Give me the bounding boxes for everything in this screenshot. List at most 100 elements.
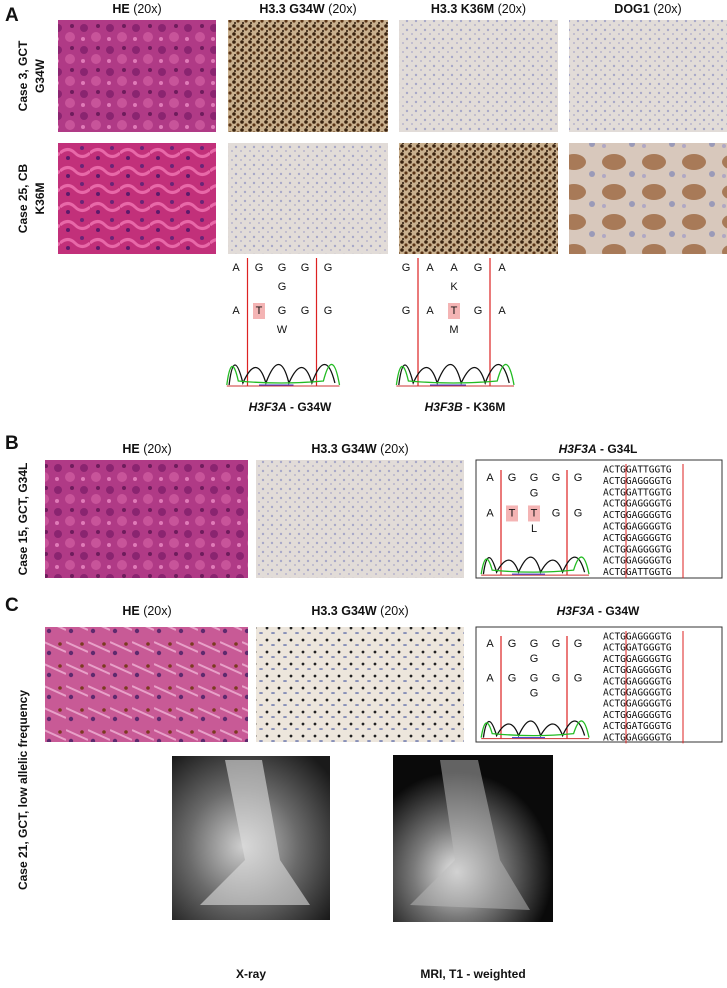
chromatogram-trace bbox=[226, 363, 341, 386]
column-header: HE (20x) bbox=[112, 2, 161, 16]
micrograph bbox=[228, 143, 388, 254]
read: ACTGGATTGGTG bbox=[603, 567, 672, 578]
reference-base: A bbox=[486, 472, 494, 484]
magnification: (20x) bbox=[380, 604, 408, 618]
reference-base: G bbox=[324, 262, 333, 274]
reference-alt: K bbox=[450, 281, 458, 293]
read: ACTGGAGGGGTG bbox=[603, 522, 672, 533]
box-title: H3F3A - G34W bbox=[557, 604, 640, 618]
micrograph bbox=[399, 20, 558, 132]
chromatogram-trace bbox=[395, 363, 515, 386]
reference-base: A bbox=[450, 262, 458, 274]
reference-base: G bbox=[530, 472, 539, 484]
sample-base: G bbox=[278, 305, 287, 317]
magnification: (20x) bbox=[143, 442, 171, 456]
mutation: - G34W bbox=[598, 604, 640, 618]
column-header: HE (20x) bbox=[122, 442, 171, 456]
sample-base: G bbox=[552, 507, 561, 519]
magnification: (20x) bbox=[653, 2, 681, 16]
reference-base: G bbox=[255, 262, 264, 274]
chromatogram-trace bbox=[228, 363, 336, 386]
row-label: G34W bbox=[33, 58, 47, 93]
sequence-box bbox=[475, 459, 723, 579]
reference-base: G bbox=[574, 638, 583, 650]
sample-alt: L bbox=[531, 523, 537, 535]
case-label: Case 15, GCT, G34L bbox=[16, 463, 30, 576]
column-header: HE (20x) bbox=[122, 604, 171, 618]
magnification: (20x) bbox=[380, 442, 408, 456]
reference-alt: G bbox=[278, 281, 287, 293]
stain: HE bbox=[112, 2, 129, 16]
stain: HE bbox=[122, 442, 139, 456]
reference-base: A bbox=[498, 262, 506, 274]
micrograph bbox=[256, 627, 464, 742]
sample-base: A bbox=[486, 507, 494, 519]
sample-base: A bbox=[426, 305, 434, 317]
reference-base: A bbox=[232, 262, 240, 274]
sample-base: A bbox=[486, 672, 494, 684]
reference-base: G bbox=[574, 472, 583, 484]
read: ACTGGAGGGGTG bbox=[603, 732, 672, 743]
sample-base: G bbox=[508, 672, 517, 684]
read: ACTGGAGGGGTG bbox=[603, 533, 672, 544]
micrograph bbox=[228, 20, 388, 132]
mutation: - G34W bbox=[290, 400, 332, 414]
gene: H3F3A bbox=[559, 442, 597, 456]
mri-foot bbox=[410, 760, 530, 910]
micrograph bbox=[58, 143, 216, 254]
sample-base: G bbox=[574, 507, 583, 519]
column-header: H3.3 K36M (20x) bbox=[431, 2, 526, 16]
column-header: H3.3 G34W (20x) bbox=[311, 604, 408, 618]
stain: DOG1 bbox=[614, 2, 649, 16]
magnification: (20x) bbox=[133, 2, 161, 16]
column-header: H3.3 G34W (20x) bbox=[259, 2, 356, 16]
micrograph bbox=[45, 460, 248, 578]
chromatogram-trace bbox=[398, 363, 510, 386]
reference-alt: G bbox=[530, 488, 539, 500]
reference-base: G bbox=[508, 472, 517, 484]
reference-base: A bbox=[426, 262, 434, 274]
read: ACTGGATTGGTG bbox=[603, 465, 672, 476]
magnification: (20x) bbox=[143, 604, 171, 618]
stain: H3.3 K36M bbox=[431, 2, 494, 16]
reference-base: G bbox=[530, 638, 539, 650]
chromatogram-trace bbox=[480, 556, 590, 575]
gene: H3F3A bbox=[557, 604, 595, 618]
read: ACTGGAGGGGTG bbox=[603, 556, 672, 567]
sample-alt: G bbox=[530, 688, 539, 700]
case-label: Case 21, GCT, low allelic frequency bbox=[16, 690, 30, 890]
image-caption: X-ray bbox=[236, 967, 266, 981]
sample-base: G bbox=[574, 672, 583, 684]
xray-bone bbox=[200, 760, 310, 905]
reference-alt: G bbox=[530, 653, 539, 665]
chromatogram-trace bbox=[482, 556, 586, 575]
sequence-box bbox=[475, 626, 723, 743]
sample-base: G bbox=[324, 305, 333, 317]
read: ACTGGAGGGGTG bbox=[603, 544, 672, 555]
row-label: Case 25, CB bbox=[16, 163, 30, 233]
sample-base: G bbox=[301, 305, 310, 317]
column-header: H3.3 G34W (20x) bbox=[311, 442, 408, 456]
row-label: Case 3, GCT bbox=[16, 40, 30, 111]
sample-base: A bbox=[498, 305, 506, 317]
read: ACTGGAGGGGTG bbox=[603, 699, 672, 710]
read: ACTGGAGGGGTG bbox=[603, 676, 672, 687]
micrograph bbox=[569, 20, 727, 132]
row-label: K36M bbox=[33, 182, 47, 214]
trace-caption: H3F3A - G34W bbox=[249, 400, 332, 414]
reference-base: G bbox=[552, 472, 561, 484]
micrograph bbox=[569, 143, 727, 254]
read: ACTGGAGGGGTG bbox=[603, 654, 672, 665]
trace-caption: H3F3B - K36M bbox=[425, 400, 506, 414]
sample-base: T bbox=[509, 507, 516, 519]
box-title: H3F3A - G34L bbox=[559, 442, 638, 456]
reference-base: G bbox=[278, 262, 287, 274]
sample-alt: M bbox=[449, 324, 458, 336]
chromatogram-trace bbox=[482, 720, 586, 738]
reference-base: G bbox=[402, 262, 411, 274]
panel-label: B bbox=[5, 433, 19, 454]
read: ACTGGAGGGGTG bbox=[603, 665, 672, 676]
read: ACTGGAGGGGTG bbox=[603, 510, 672, 521]
panel-label: C bbox=[5, 595, 19, 616]
